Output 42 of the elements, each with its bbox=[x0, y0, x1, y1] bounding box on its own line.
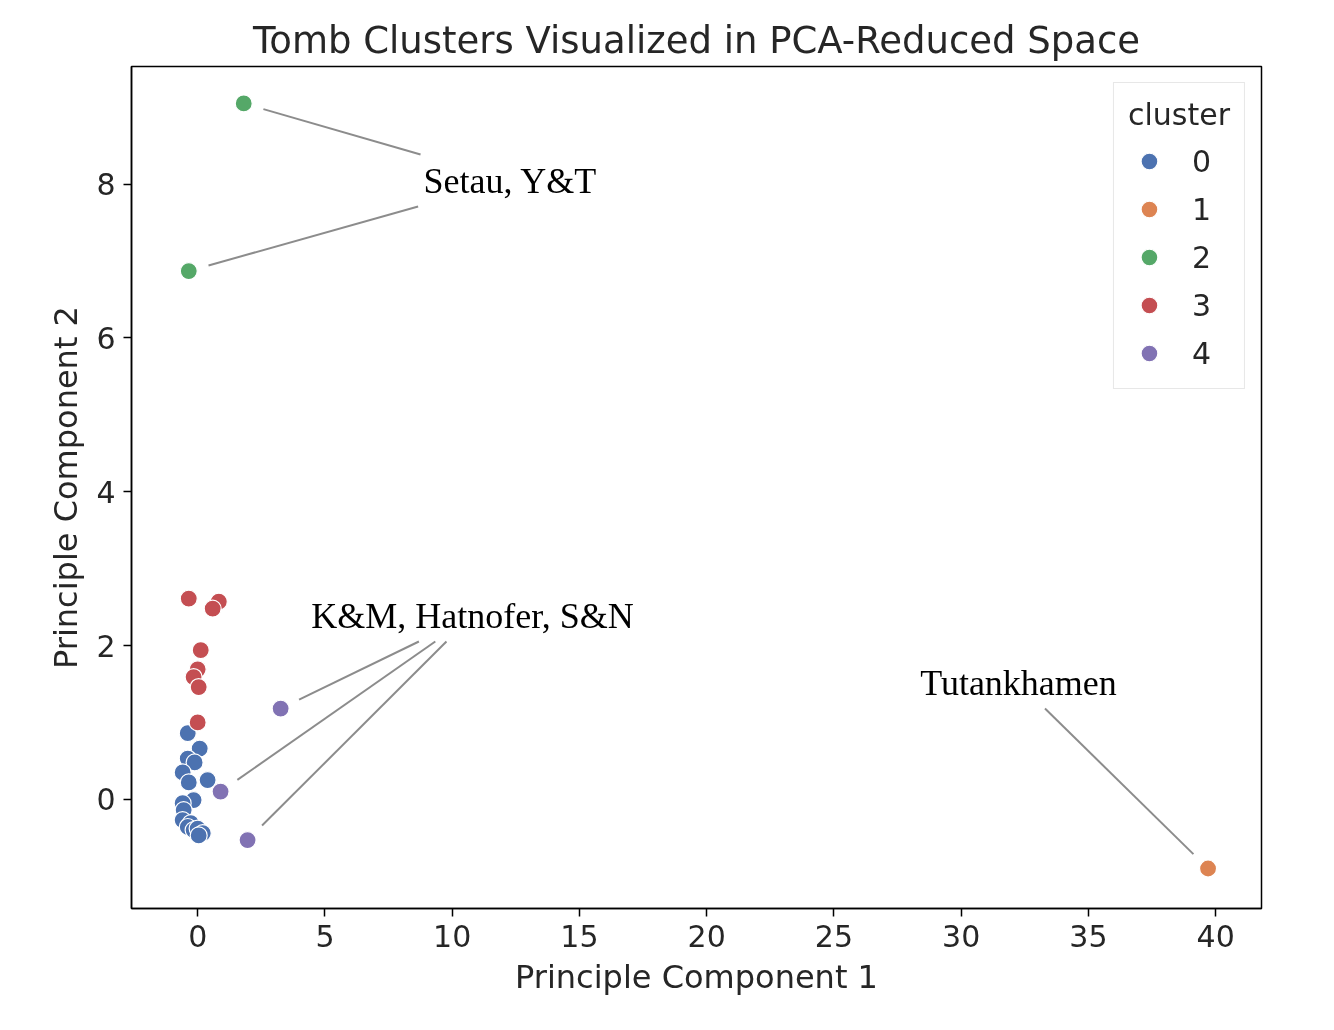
legend-title: cluster bbox=[1127, 97, 1230, 132]
x-tick-label: 40 bbox=[1196, 918, 1235, 954]
legend-label: 1 bbox=[1191, 191, 1212, 227]
x-tick-label: 5 bbox=[315, 918, 335, 954]
point bbox=[179, 589, 198, 608]
point bbox=[234, 94, 253, 113]
y-tick-label: 6 bbox=[96, 320, 116, 356]
legend-label: 2 bbox=[1191, 239, 1212, 275]
point bbox=[198, 771, 217, 790]
point bbox=[271, 699, 290, 718]
y-tick-label: 2 bbox=[96, 628, 116, 664]
point bbox=[188, 713, 207, 732]
legend-label: 0 bbox=[1191, 143, 1212, 179]
annotation: K&M, Hatnofer, S&N bbox=[311, 595, 634, 636]
chart-title: Tomb Clusters Visualized in PCA-Reduced Space bbox=[251, 18, 1141, 62]
point bbox=[203, 599, 222, 618]
y-tick-label: 4 bbox=[96, 474, 116, 510]
point bbox=[179, 773, 198, 792]
point bbox=[238, 830, 257, 850]
point bbox=[211, 782, 230, 801]
legend-label: 3 bbox=[1191, 287, 1212, 323]
x-tick-label: 0 bbox=[188, 918, 208, 954]
x-tick-label: 35 bbox=[1069, 918, 1108, 954]
x-axis-title: Principle Component 1 bbox=[515, 957, 878, 996]
y-axis-title: Principle Component 2 bbox=[47, 306, 86, 669]
annotation: Setau, Y&T bbox=[423, 160, 597, 201]
point bbox=[179, 261, 198, 281]
x-tick-label: 25 bbox=[814, 918, 854, 954]
x-tick-label: 15 bbox=[560, 918, 599, 954]
point bbox=[185, 753, 204, 772]
x-tick-label: 20 bbox=[687, 918, 726, 954]
point bbox=[178, 724, 197, 743]
point bbox=[191, 641, 210, 660]
y-tick-label: 0 bbox=[96, 782, 116, 818]
x-tick-label: 30 bbox=[942, 918, 981, 954]
legend-label: 4 bbox=[1191, 335, 1212, 371]
point bbox=[189, 677, 208, 697]
y-tick-label: 8 bbox=[96, 167, 116, 203]
x-tick-label: 10 bbox=[433, 918, 472, 954]
point bbox=[189, 826, 208, 845]
annotation: Tutankhamen bbox=[920, 662, 1117, 703]
point bbox=[1198, 859, 1218, 878]
